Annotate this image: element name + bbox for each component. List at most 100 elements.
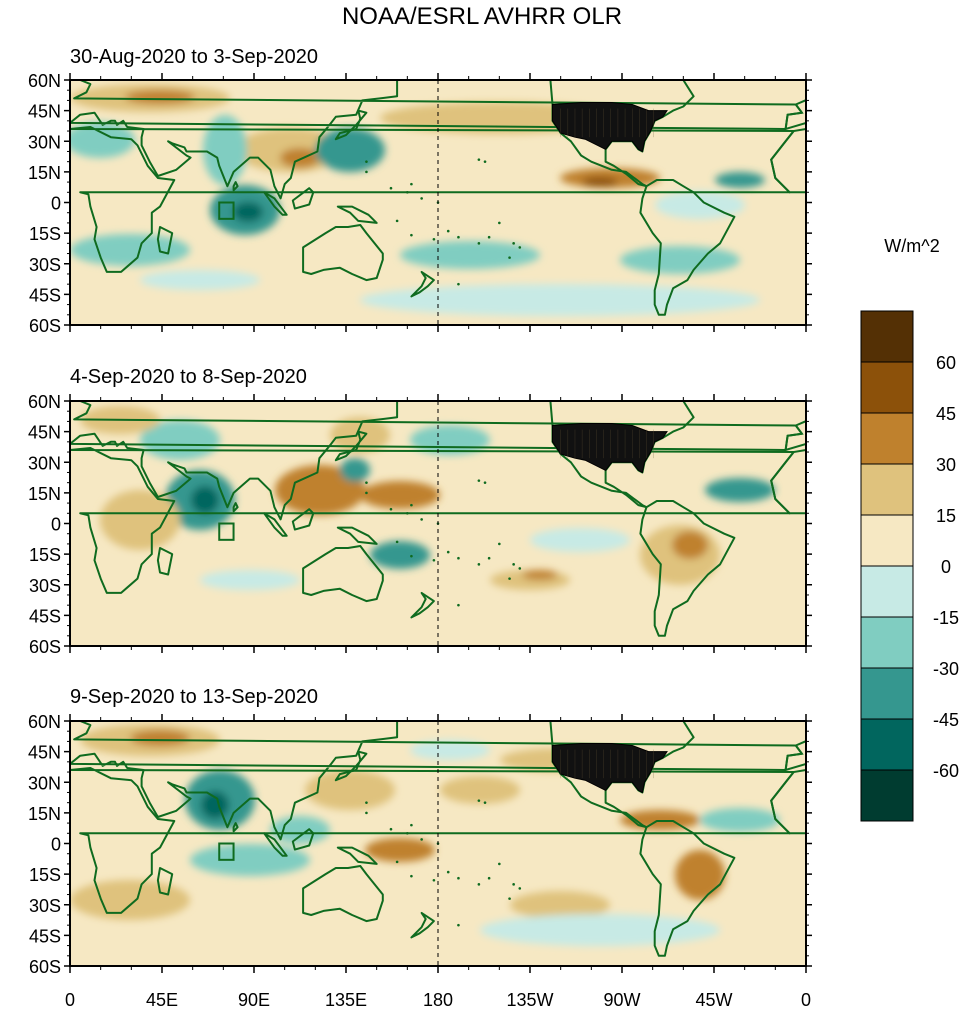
coastline xyxy=(334,750,368,782)
island-dot xyxy=(457,923,460,927)
island-dot xyxy=(498,542,501,546)
colorbar: W/m^2 60 45 30 15 0 -15 -30 -45 -60 xyxy=(860,236,959,822)
panel-2: 4-Sep-2020 to 8-Sep-2020 xyxy=(28,366,812,657)
lat-tick-label: 60S xyxy=(29,957,61,977)
lat-tick-label: 45N xyxy=(28,423,61,443)
island-dot xyxy=(420,838,423,841)
coastline xyxy=(334,430,368,462)
coastline xyxy=(70,767,795,914)
island-dot xyxy=(395,860,399,864)
coastline xyxy=(302,224,384,282)
colorbar-tick-label: -30 xyxy=(933,659,959,679)
panel-1-usa-counties xyxy=(552,102,668,153)
coastline xyxy=(410,591,435,619)
lat-tick-label: 30S xyxy=(29,576,61,596)
island-dot xyxy=(395,219,399,223)
lat-tick-label: 15N xyxy=(28,484,61,504)
region-box xyxy=(218,522,235,541)
lat-tick-label: 30N xyxy=(28,773,61,793)
lon-tick-label: 0 xyxy=(801,990,811,1010)
colorbar-tick-label: -45 xyxy=(933,710,959,730)
lat-tick-label: 30N xyxy=(28,132,61,152)
lat-tick-label: 60S xyxy=(29,316,61,336)
lat-tick-label: 30S xyxy=(29,255,61,275)
island-dot xyxy=(457,603,460,607)
lon-tick-label: 135W xyxy=(506,990,553,1010)
island-dot xyxy=(487,235,491,239)
lon-tick-label: 180 xyxy=(423,990,453,1010)
panel-3-title: 9-Sep-2020 to 13-Sep-2020 xyxy=(70,686,318,708)
lon-tick-label: 45E xyxy=(146,990,178,1010)
panel-1-coastlines xyxy=(70,80,806,325)
island-dot xyxy=(498,221,501,225)
colorbar-swatch xyxy=(860,310,914,363)
colorbar-swatch xyxy=(860,718,914,771)
lat-tick-label: 60S xyxy=(29,637,61,657)
coastline xyxy=(156,867,174,896)
island-dot xyxy=(389,507,393,511)
island-dot xyxy=(518,567,522,570)
panel-3-usa-counties xyxy=(552,743,668,794)
lat-tick-label: 60N xyxy=(28,71,61,91)
island-dot xyxy=(487,876,491,880)
island-dot xyxy=(457,556,460,560)
island-dot xyxy=(483,481,487,484)
coastline xyxy=(156,226,174,255)
coastline xyxy=(410,270,435,298)
coastline xyxy=(70,126,795,273)
colorbar-swatch xyxy=(860,565,914,618)
island-dot xyxy=(365,811,368,815)
colorbar-tick-label: -60 xyxy=(933,761,959,781)
coastline xyxy=(232,822,239,833)
island-dot xyxy=(420,518,423,521)
island-dot xyxy=(365,801,368,804)
island-dot xyxy=(410,874,413,878)
island-dot xyxy=(483,801,487,804)
lon-tick-label: 90W xyxy=(603,990,640,1010)
colorbar-tick-labels: 60 45 30 15 0 -15 -30 -45 -60 xyxy=(933,353,959,781)
coastline xyxy=(302,545,384,603)
island-dot xyxy=(477,883,481,886)
lat-tick-label: 15S xyxy=(29,865,61,885)
colorbar-tick-label: 60 xyxy=(936,353,956,373)
coastline xyxy=(263,191,288,216)
coastline xyxy=(336,205,378,224)
coastline xyxy=(263,512,288,537)
lat-tick-label: 60N xyxy=(28,712,61,732)
region-box xyxy=(218,201,235,220)
coastline xyxy=(334,109,368,141)
panel-3-lat-axis: 60N 45N 30N 15N 0 15S 30S 45S 60S xyxy=(28,712,812,977)
island-dot xyxy=(410,182,413,186)
island-dot xyxy=(487,556,491,560)
island-dot xyxy=(457,235,460,239)
coastline xyxy=(70,80,803,200)
island-dot xyxy=(410,233,413,237)
coastline xyxy=(639,500,736,637)
panel-1: 30-Aug-2020 to 3-Sep-2020 xyxy=(28,46,812,336)
figure-title: NOAA/ESRL AVHRR OLR xyxy=(342,3,622,30)
panel-1-title: 30-Aug-2020 to 3-Sep-2020 xyxy=(70,46,318,68)
panel-2-lat-axis: 60N 45N 30N 15N 0 15S 30S 45S 60S xyxy=(28,392,812,657)
usa-county-lines xyxy=(552,102,668,153)
coastline xyxy=(70,447,795,594)
island-dot xyxy=(410,823,413,827)
panel-2-title: 4-Sep-2020 to 8-Sep-2020 xyxy=(70,366,307,388)
island-dot xyxy=(446,229,450,233)
colorbar-tick-label: 15 xyxy=(936,506,956,526)
colorbar-tick-label: -15 xyxy=(933,608,959,628)
panel-3-lon-ticks xyxy=(69,714,807,973)
island-dot xyxy=(508,897,511,900)
colorbar-swatch xyxy=(860,667,914,720)
island-dot xyxy=(512,883,515,886)
island-dot xyxy=(518,246,522,249)
lon-tick-label: 135E xyxy=(325,990,367,1010)
usa-county-lines xyxy=(552,423,668,474)
coastline-wrap xyxy=(784,99,806,131)
island-dot xyxy=(477,242,481,245)
lat-tick-label: 0 xyxy=(51,515,61,535)
island-dot xyxy=(498,862,501,866)
lat-tick-label: 15N xyxy=(28,804,61,824)
island-dot xyxy=(406,190,409,194)
island-dot xyxy=(508,577,511,580)
